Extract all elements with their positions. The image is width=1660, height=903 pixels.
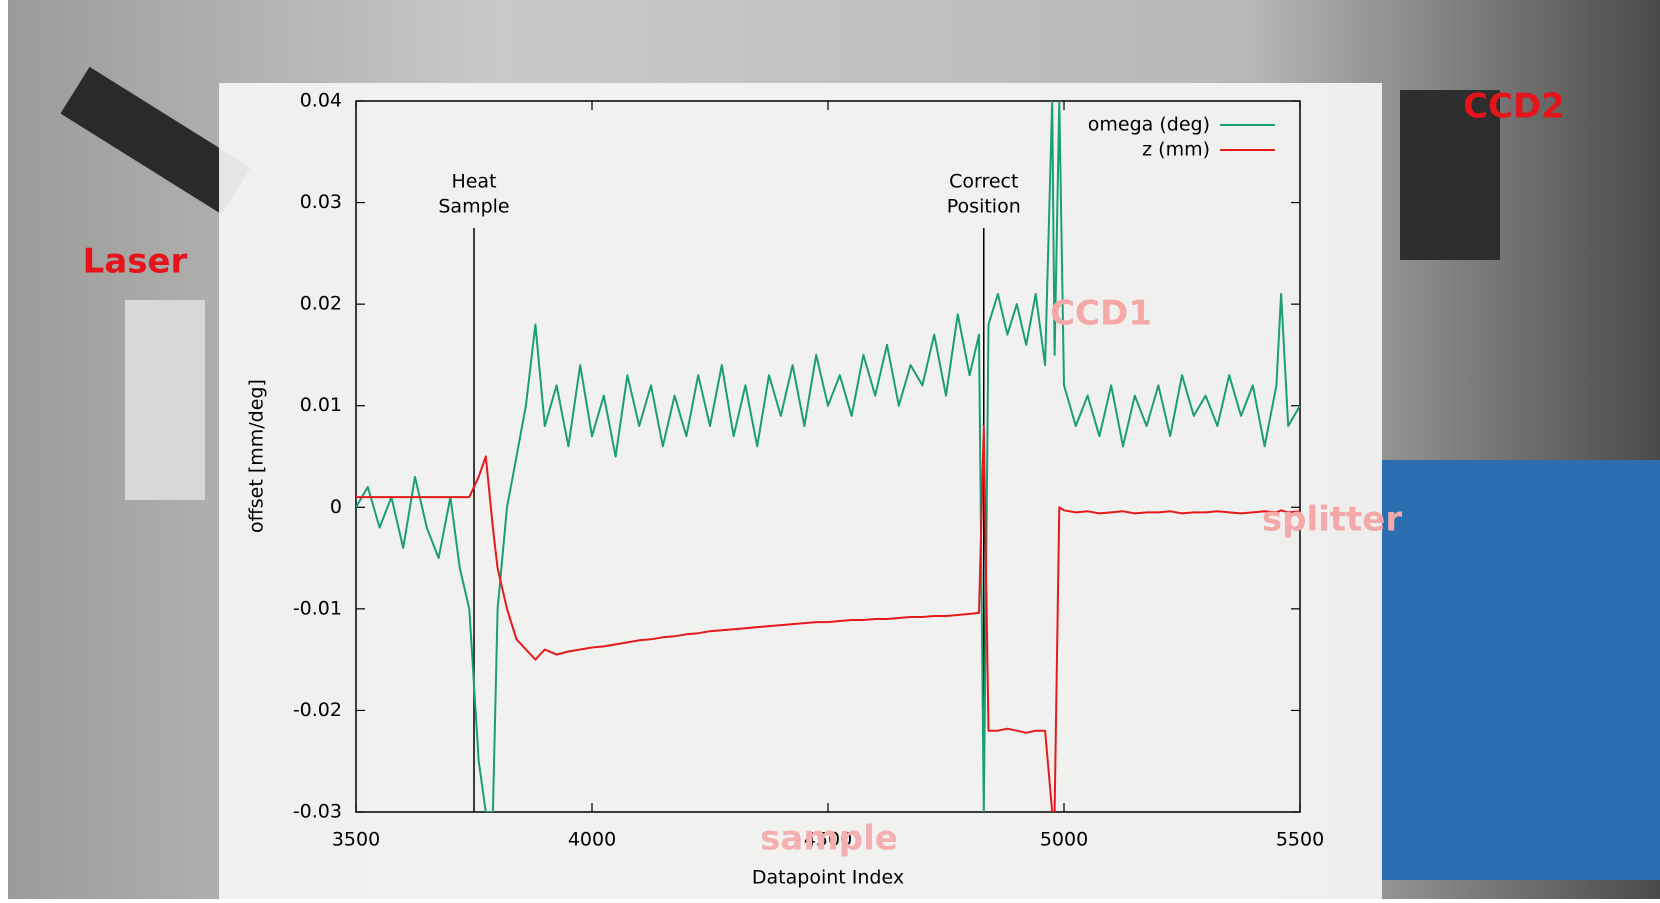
- y-tick-label: -0.02: [293, 699, 342, 721]
- annotation-text: Heat: [451, 171, 496, 193]
- legend-label: omega (deg): [1088, 114, 1210, 136]
- annotation-text: Position: [947, 196, 1021, 218]
- x-tick-label: 4000: [568, 829, 616, 851]
- y-tick-label: 0: [330, 496, 342, 518]
- annotation-text: Sample: [438, 196, 509, 218]
- border: [0, 0, 8, 899]
- chart-panel: [219, 83, 1382, 899]
- y-axis-label: offset [mm/deg]: [246, 379, 268, 533]
- y-tick-label: -0.01: [293, 597, 342, 619]
- photo-label: CCD1: [1050, 294, 1152, 334]
- y-tick-label: 0.01: [300, 394, 342, 416]
- y-tick-label: 0.03: [300, 191, 342, 213]
- photo-label: splitter: [1262, 500, 1402, 540]
- blue-box: [1380, 460, 1660, 880]
- y-tick-label: 0.02: [300, 293, 342, 315]
- screenshot: offset [mm/deg] Datapoint Index -0.03 -0.…: [0, 0, 1660, 899]
- annotation-text: Correct: [949, 171, 1018, 193]
- laser-box: [125, 300, 205, 500]
- y-tick-label: 0.04: [300, 90, 342, 112]
- photo-label: CCD2: [1463, 87, 1565, 127]
- photo-label: Laser: [83, 242, 188, 282]
- x-axis-label: Datapoint Index: [752, 867, 904, 889]
- x-tick-label: 3500: [332, 829, 380, 851]
- x-tick-label: 5500: [1276, 829, 1324, 851]
- x-tick-label: 5000: [1040, 829, 1088, 851]
- y-tick-label: -0.03: [293, 801, 342, 823]
- photo-label: sample: [760, 819, 898, 859]
- legend-label: z (mm): [1142, 139, 1210, 161]
